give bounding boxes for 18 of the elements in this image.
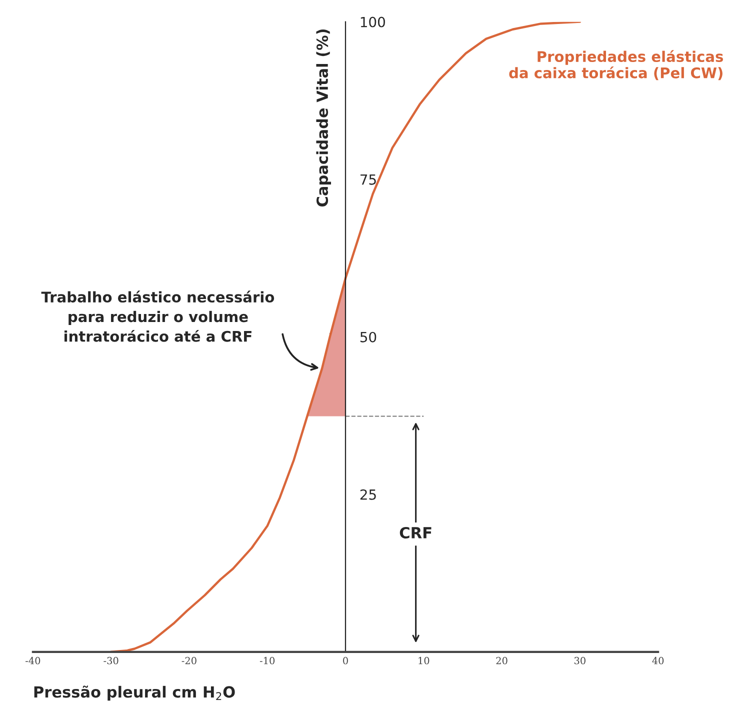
x-axis-title: Pressão pleural cm H$_{2}$O xyxy=(34,686,235,701)
y-tick-label: 50 xyxy=(360,332,376,342)
series-label: Propriedades elásticas da caixa torácica (Pel CW) xyxy=(509,50,724,80)
x-tick-label: -10 xyxy=(260,656,275,664)
x-tick-label: 0 xyxy=(343,656,348,664)
y-tick-label: 75 xyxy=(360,174,376,185)
y-tick-label: 100 xyxy=(360,16,385,28)
y-axis-title: Capacidade Vital (%) xyxy=(316,29,332,207)
x-tick-label: -40 xyxy=(26,656,40,664)
x-tick-label: 20 xyxy=(496,656,508,664)
x-tick-label: -30 xyxy=(104,656,118,664)
x-tick-label: 10 xyxy=(418,656,430,664)
y-tick-label: 25 xyxy=(360,489,376,500)
x-tick-label: -20 xyxy=(182,656,196,664)
annotation: Trabalho elástico necessário para reduzir o volume intratorácico até a CRF xyxy=(41,290,274,342)
x-tick-label: 40 xyxy=(652,656,664,664)
x-tick-label: 30 xyxy=(574,656,586,664)
annotation: CRF xyxy=(400,526,432,539)
